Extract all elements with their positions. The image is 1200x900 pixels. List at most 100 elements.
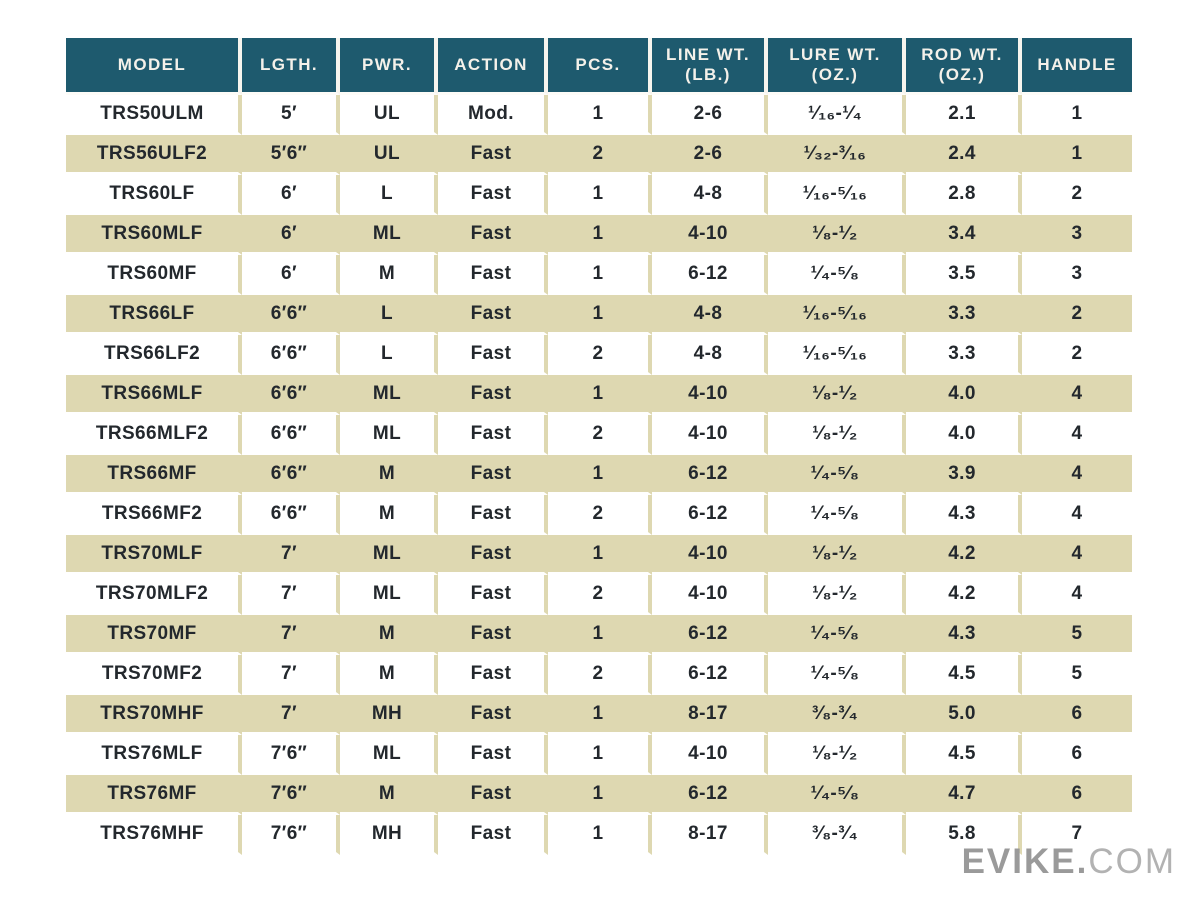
cell-line_wt: 6-12 xyxy=(652,455,768,495)
cell-pieces: 1 xyxy=(548,615,652,655)
cell-power: MH xyxy=(340,815,438,855)
cell-line_wt: 6-12 xyxy=(652,615,768,655)
cell-lure_wt: ¹⁄₁₆-⁵⁄₁₆ xyxy=(768,295,906,335)
cell-power: M xyxy=(340,775,438,815)
cell-power: L xyxy=(340,295,438,335)
table-row: TRS70MHF 7′ MH Fast 1 8-17 ³⁄₈-³⁄₄ 5.0 6 xyxy=(66,695,1132,735)
cell-model: TRS56ULF2 xyxy=(66,135,242,175)
cell-pieces: 1 xyxy=(548,255,652,295)
table-row: TRS70MF 7′ M Fast 1 6-12 ¹⁄₄-⁵⁄₈ 4.3 5 xyxy=(66,615,1132,655)
cell-lure_wt: ¹⁄₃₂-³⁄₁₆ xyxy=(768,135,906,175)
cell-lure_wt: ¹⁄₄-⁵⁄₈ xyxy=(768,655,906,695)
cell-rod_wt: 4.2 xyxy=(906,575,1022,615)
cell-action: Fast xyxy=(438,575,548,615)
cell-power: ML xyxy=(340,415,438,455)
cell-pieces: 1 xyxy=(548,175,652,215)
spec-table-body: TRS50ULM 5′ UL Mod. 1 2-6 ¹⁄₁₆-¹⁄₄ 2.1 1 TRS56ULF… xyxy=(66,95,1132,855)
table-row: TRS66LF 6′6″ L Fast 1 4-8 ¹⁄₁₆-⁵⁄₁₆ 3.3 2 xyxy=(66,295,1132,335)
cell-model: TRS66MLF2 xyxy=(66,415,242,455)
cell-action: Fast xyxy=(438,175,548,215)
cell-line_wt: 6-12 xyxy=(652,255,768,295)
cell-action: Fast xyxy=(438,775,548,815)
cell-lure_wt: ¹⁄₈-¹⁄₂ xyxy=(768,735,906,775)
cell-lure_wt: ¹⁄₄-⁵⁄₈ xyxy=(768,775,906,815)
cell-pieces: 2 xyxy=(548,655,652,695)
cell-model: TRS70MHF xyxy=(66,695,242,735)
watermark-brand-text: EVIKE. xyxy=(961,842,1089,881)
cell-line_wt: 4-8 xyxy=(652,175,768,215)
cell-action: Fast xyxy=(438,335,548,375)
cell-model: TRS70MF xyxy=(66,615,242,655)
cell-power: ML xyxy=(340,575,438,615)
cell-lure_wt: ¹⁄₈-¹⁄₂ xyxy=(768,415,906,455)
cell-pieces: 1 xyxy=(548,95,652,135)
cell-handle: 1 xyxy=(1022,135,1132,175)
cell-line_wt: 4-8 xyxy=(652,295,768,335)
cell-model: TRS66MLF xyxy=(66,375,242,415)
cell-handle: 1 xyxy=(1022,95,1132,135)
cell-model: TRS76MLF xyxy=(66,735,242,775)
cell-line_wt: 2-6 xyxy=(652,135,768,175)
cell-lure_wt: ¹⁄₄-⁵⁄₈ xyxy=(768,615,906,655)
column-header-lure-wt: LURE WT. (OZ.) xyxy=(768,38,906,95)
cell-length: 7′ xyxy=(242,615,340,655)
table-row: TRS50ULM 5′ UL Mod. 1 2-6 ¹⁄₁₆-¹⁄₄ 2.1 1 xyxy=(66,95,1132,135)
cell-action: Fast xyxy=(438,615,548,655)
cell-model: TRS60MLF xyxy=(66,215,242,255)
table-row: TRS66MLF2 6′6″ ML Fast 2 4-10 ¹⁄₈-¹⁄₂ 4.0 4 xyxy=(66,415,1132,455)
table-row: TRS70MLF 7′ ML Fast 1 4-10 ¹⁄₈-¹⁄₂ 4.2 4 xyxy=(66,535,1132,575)
table-row: TRS56ULF2 5′6″ UL Fast 2 2-6 ¹⁄₃₂-³⁄₁₆ 2.4 1 xyxy=(66,135,1132,175)
cell-action: Fast xyxy=(438,215,548,255)
cell-handle: 7 xyxy=(1022,815,1132,855)
cell-lure_wt: ¹⁄₁₆-⁵⁄₁₆ xyxy=(768,175,906,215)
cell-handle: 6 xyxy=(1022,735,1132,775)
cell-length: 7′ xyxy=(242,535,340,575)
evike-watermark: EVIKE.COM xyxy=(962,844,1176,879)
cell-rod_wt: 2.1 xyxy=(906,95,1022,135)
cell-line_wt: 6-12 xyxy=(652,775,768,815)
cell-handle: 3 xyxy=(1022,255,1132,295)
table-row: TRS60MF 6′ M Fast 1 6-12 ¹⁄₄-⁵⁄₈ 3.5 3 xyxy=(66,255,1132,295)
table-row: TRS60LF 6′ L Fast 1 4-8 ¹⁄₁₆-⁵⁄₁₆ 2.8 2 xyxy=(66,175,1132,215)
cell-action: Fast xyxy=(438,295,548,335)
cell-length: 6′ xyxy=(242,215,340,255)
table-row: TRS76MF 7′6″ M Fast 1 6-12 ¹⁄₄-⁵⁄₈ 4.7 6 xyxy=(66,775,1132,815)
cell-rod_wt: 2.4 xyxy=(906,135,1022,175)
cell-lure_wt: ¹⁄₄-⁵⁄₈ xyxy=(768,455,906,495)
cell-action: Fast xyxy=(438,415,548,455)
cell-power: ML xyxy=(340,215,438,255)
table-row: TRS66LF2 6′6″ L Fast 2 4-8 ¹⁄₁₆-⁵⁄₁₆ 3.3 2 xyxy=(66,335,1132,375)
cell-lure_wt: ¹⁄₄-⁵⁄₈ xyxy=(768,255,906,295)
cell-action: Fast xyxy=(438,695,548,735)
cell-lure_wt: ¹⁄₁₆-¹⁄₄ xyxy=(768,95,906,135)
cell-pieces: 1 xyxy=(548,215,652,255)
column-header-length: LGTH. xyxy=(242,38,340,95)
cell-line_wt: 4-10 xyxy=(652,415,768,455)
cell-lure_wt: ¹⁄₄-⁵⁄₈ xyxy=(768,495,906,535)
cell-lure_wt: ¹⁄₈-¹⁄₂ xyxy=(768,375,906,415)
cell-handle: 2 xyxy=(1022,295,1132,335)
cell-handle: 4 xyxy=(1022,375,1132,415)
cell-line_wt: 2-6 xyxy=(652,95,768,135)
cell-action: Fast xyxy=(438,655,548,695)
header-row: MODEL LGTH. PWR. ACTION PCS. LINE WT. (L… xyxy=(66,38,1132,95)
rod-spec-table: MODEL LGTH. PWR. ACTION PCS. LINE WT. (L… xyxy=(66,38,1132,855)
cell-length: 7′ xyxy=(242,695,340,735)
cell-rod_wt: 3.5 xyxy=(906,255,1022,295)
cell-line_wt: 6-12 xyxy=(652,655,768,695)
cell-length: 6′6″ xyxy=(242,495,340,535)
cell-power: M xyxy=(340,655,438,695)
cell-power: ML xyxy=(340,535,438,575)
cell-action: Fast xyxy=(438,375,548,415)
cell-model: TRS70MF2 xyxy=(66,655,242,695)
cell-power: M xyxy=(340,255,438,295)
cell-length: 6′6″ xyxy=(242,375,340,415)
cell-rod_wt: 2.8 xyxy=(906,175,1022,215)
cell-model: TRS66LF2 xyxy=(66,335,242,375)
cell-lure_wt: ³⁄₈-³⁄₄ xyxy=(768,695,906,735)
cell-line_wt: 4-10 xyxy=(652,735,768,775)
cell-handle: 2 xyxy=(1022,335,1132,375)
cell-power: MH xyxy=(340,695,438,735)
cell-rod_wt: 4.3 xyxy=(906,495,1022,535)
cell-action: Fast xyxy=(438,815,548,855)
